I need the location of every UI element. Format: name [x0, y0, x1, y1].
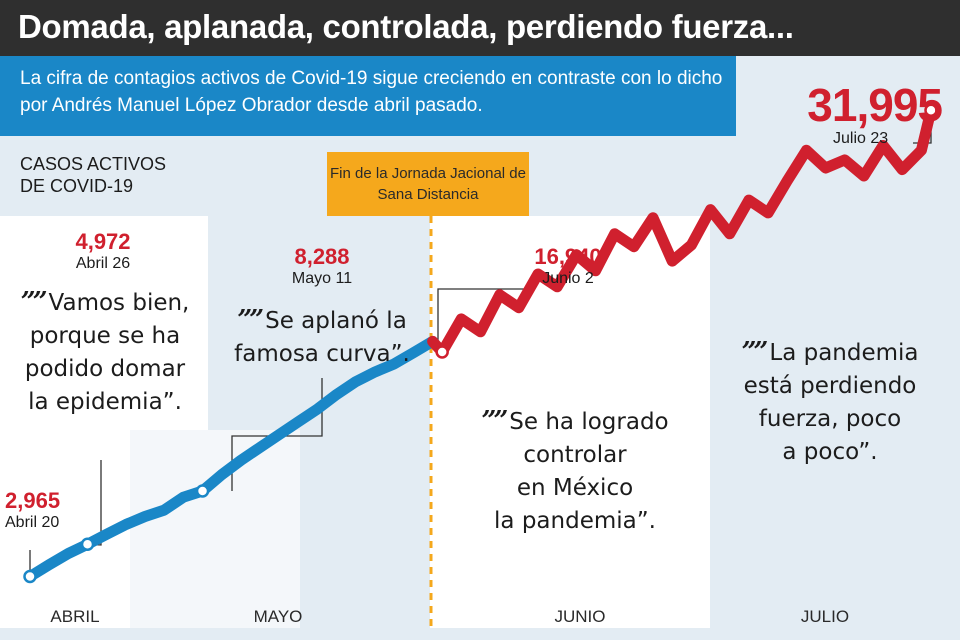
quote-3-line-3: la pandemia”. [494, 508, 656, 534]
quote-1-line-3: la epidemia”. [28, 389, 182, 415]
point-marker [195, 484, 210, 498]
month-label-mayo: MAYO [253, 607, 303, 626]
data-label-date-1: Abril 26 [75, 255, 131, 272]
quote-mark-icon: ”” [20, 287, 48, 317]
month-label-junio: JUNIO [554, 607, 606, 626]
month-label-julio: JULIO [800, 607, 850, 626]
month-panel [130, 430, 300, 628]
event-callout-text: Fin de la Jornada Jacional de Sana Dista… [330, 165, 526, 203]
month-label-abril: ABRIL [50, 607, 100, 626]
subtitle: La cifra de contagios activos de Covid-1… [20, 68, 723, 116]
month-panels [0, 216, 960, 628]
data-label-date-0: Abril 20 [5, 514, 60, 531]
annotation-0: 2,965 Abril 20 [5, 488, 75, 532]
series-line-after [427, 104, 937, 358]
y-axis-label-line1: CASOS ACTIVOS [20, 154, 167, 174]
point-marker [80, 537, 95, 552]
annotation-2: 8,288 Mayo 11 [277, 244, 367, 288]
series-line-before [24, 335, 439, 582]
quote-4-line-0: La pandemia [769, 340, 919, 366]
quote-3-line-1: controlar [523, 442, 627, 468]
point-marker [435, 345, 449, 359]
quote-2-line-0: Se aplanó la [265, 308, 407, 334]
point-marker [924, 103, 938, 117]
point-markers [23, 103, 938, 584]
quote-3-line-2: en México [516, 475, 634, 501]
quote-mark-icon: ”” [237, 305, 264, 335]
quote-2: ”” Se aplanó la famosa curva”. [222, 304, 422, 371]
month-panel [710, 216, 960, 628]
quote-4: ”” La pandemia está perdiendo fuerza, poc… [720, 336, 940, 469]
y-axis-label-line2: DE COVID-19 [20, 176, 134, 196]
quote-4-line-3: a poco”. [782, 439, 878, 465]
title-bar: Domada, aplanada, controlada, perdiendo … [0, 0, 960, 56]
data-label-value-1: 4,972 [75, 229, 131, 254]
data-label-date-3: Junio 2 [542, 270, 594, 287]
y-axis-label: CASOS ACTIVOS DE COVID-19 [20, 153, 220, 197]
data-label-value-2: 8,288 [294, 244, 350, 269]
quote-1: ”” Vamos bien, porque se ha podido domar … [2, 286, 208, 419]
data-label-value-0: 2,965 [5, 488, 61, 513]
subtitle-box: La cifra de contagios activos de Covid-1… [0, 56, 736, 136]
quote-2-line-1: famosa curva”. [234, 341, 410, 367]
quote-mark-icon: ”” [481, 406, 508, 436]
quote-4-line-1: está perdiendo [743, 373, 917, 399]
annotation-1: 4,972 Abril 26 [58, 229, 148, 273]
data-label-date-4: Julio 23 [833, 130, 889, 147]
annotation-3: 16,940 Junio 2 [522, 244, 614, 288]
quote-3: ”” Se ha logrado controlar en México la p… [455, 405, 695, 538]
quote-1-line-1: porque se ha [29, 323, 181, 349]
quote-3-line-0: Se ha logrado [509, 409, 669, 435]
data-label-value-4: 31,995 [807, 79, 943, 131]
quote-4-line-2: fuerza, poco [758, 406, 902, 432]
point-marker [23, 569, 37, 584]
month-panel [430, 216, 710, 628]
data-label-date-2: Mayo 11 [291, 270, 353, 287]
data-label-value-3: 16,940 [534, 244, 602, 269]
quote-1-line-2: podido domar [24, 356, 186, 382]
leader-line [437, 288, 530, 352]
quote-1-line-0: Vamos bien, [48, 290, 190, 316]
event-callout: Fin de la Jornada Jacional de Sana Dista… [327, 152, 529, 216]
page-title: Domada, aplanada, controlada, perdiendo … [18, 8, 794, 45]
quote-mark-icon: ”” [741, 337, 768, 367]
